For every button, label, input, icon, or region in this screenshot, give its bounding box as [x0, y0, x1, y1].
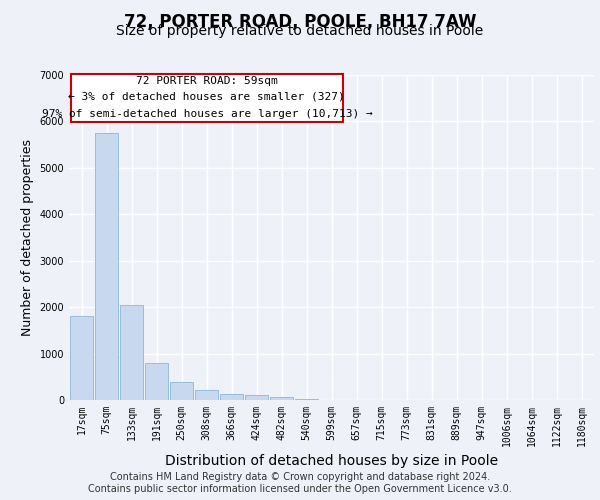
Bar [70, 316, 93, 400]
Bar [95, 133, 118, 400]
Text: ← 3% of detached houses are smaller (327): ← 3% of detached houses are smaller (327… [68, 92, 345, 102]
Text: Size of property relative to detached houses in Poole: Size of property relative to detached ho… [116, 24, 484, 38]
Bar [195, 390, 218, 400]
Text: 97% of semi-detached houses are larger (10,713) →: 97% of semi-detached houses are larger (… [41, 108, 372, 118]
Y-axis label: Number of detached properties: Number of detached properties [21, 139, 34, 336]
Text: Contains public sector information licensed under the Open Government Licence v3: Contains public sector information licen… [88, 484, 512, 494]
Bar [295, 398, 318, 400]
Text: 72 PORTER ROAD: 59sqm: 72 PORTER ROAD: 59sqm [136, 76, 278, 86]
Bar [220, 394, 243, 400]
Text: Contains HM Land Registry data © Crown copyright and database right 2024.: Contains HM Land Registry data © Crown c… [110, 472, 490, 482]
Text: 72, PORTER ROAD, POOLE, BH17 7AW: 72, PORTER ROAD, POOLE, BH17 7AW [124, 12, 476, 30]
Bar [120, 305, 143, 400]
Bar [245, 396, 268, 400]
Bar [270, 397, 293, 400]
Bar [145, 363, 168, 400]
X-axis label: Distribution of detached houses by size in Poole: Distribution of detached houses by size … [165, 454, 498, 468]
FancyBboxPatch shape [71, 74, 343, 122]
Bar [170, 382, 193, 400]
